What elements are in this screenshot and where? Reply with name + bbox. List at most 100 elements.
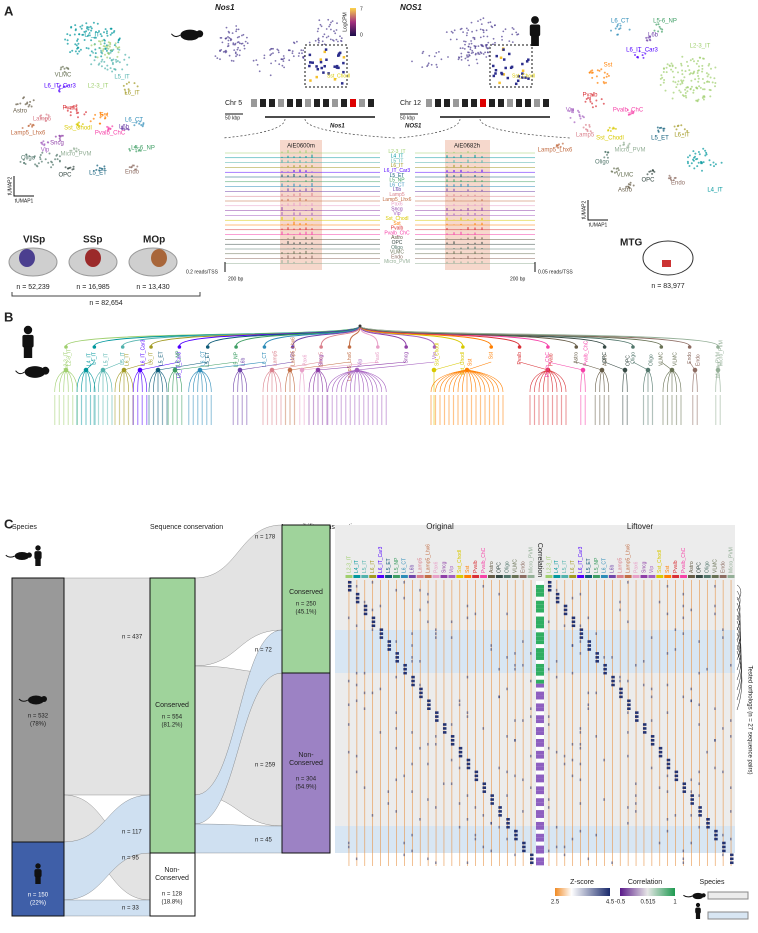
umap-point bbox=[339, 35, 341, 38]
heat-cell bbox=[363, 707, 366, 710]
heat-cell bbox=[403, 841, 405, 845]
mouse-icon bbox=[171, 33, 181, 38]
correlation-cell bbox=[536, 766, 544, 771]
tree-node bbox=[120, 345, 125, 349]
umap-point bbox=[613, 167, 615, 170]
umap-point bbox=[89, 120, 92, 123]
inset-cell bbox=[527, 58, 530, 61]
umap-point bbox=[58, 90, 61, 93]
umap-point bbox=[714, 66, 717, 69]
correlation-cell bbox=[536, 719, 544, 724]
heat-cell bbox=[555, 675, 558, 679]
umap-point bbox=[87, 28, 90, 31]
umap-point bbox=[473, 38, 476, 41]
umap-point bbox=[136, 165, 139, 168]
heatmap-column-label: L6b bbox=[610, 564, 616, 573]
umap-point bbox=[112, 58, 115, 61]
mouse-subclass: L2-3_IT bbox=[66, 349, 72, 366]
correlation-cell bbox=[536, 723, 544, 728]
flow-n: n = 259 bbox=[255, 763, 276, 769]
correlation-cell bbox=[536, 683, 544, 688]
umap-point bbox=[684, 70, 687, 73]
umap-point bbox=[657, 30, 660, 33]
heat-cell bbox=[682, 632, 685, 635]
umap-point bbox=[482, 35, 485, 38]
umap-point bbox=[591, 102, 594, 105]
heat-cell bbox=[514, 652, 516, 655]
heat-cell bbox=[579, 829, 582, 833]
track-label: Endo bbox=[391, 254, 403, 260]
heat-cell bbox=[498, 814, 502, 817]
umap-point bbox=[582, 116, 585, 119]
umap-point bbox=[98, 30, 100, 33]
cluster-label: L6_IT_Car3 bbox=[626, 48, 658, 54]
heat-cell bbox=[498, 806, 502, 809]
heat-cell bbox=[666, 584, 669, 588]
correlation-cell bbox=[536, 821, 544, 826]
sankey-n: (54.9%) bbox=[295, 785, 316, 791]
correlation-cell bbox=[536, 782, 544, 787]
heat-cell bbox=[547, 798, 550, 801]
umap-point bbox=[427, 62, 430, 65]
heat-cell bbox=[490, 821, 492, 825]
umap-point bbox=[585, 128, 587, 131]
heat-cell bbox=[466, 675, 469, 679]
heat-cell bbox=[627, 806, 629, 809]
umap-point bbox=[108, 45, 111, 48]
umap-point bbox=[45, 113, 48, 116]
umap-point bbox=[684, 88, 687, 91]
heat-cell bbox=[730, 861, 734, 865]
heat-cell bbox=[490, 648, 492, 651]
heat-cell bbox=[722, 833, 724, 837]
umap-point bbox=[697, 75, 700, 77]
tree-leaf bbox=[153, 369, 159, 393]
chromosome-band bbox=[507, 99, 513, 107]
correlation-cell bbox=[536, 596, 544, 601]
umap-point bbox=[29, 100, 32, 103]
heatmap-header: Liftover bbox=[627, 522, 654, 531]
umap-point bbox=[642, 56, 645, 59]
tree-node bbox=[149, 345, 153, 349]
correlation-cell bbox=[536, 581, 544, 585]
correlation-cell bbox=[536, 687, 544, 692]
tree-link bbox=[547, 361, 584, 371]
correlation-cell bbox=[536, 604, 544, 609]
heat-cell bbox=[522, 841, 526, 845]
tree-link bbox=[519, 361, 549, 371]
umap-point bbox=[269, 49, 271, 51]
inset-cell bbox=[333, 65, 336, 68]
heat-cell bbox=[706, 821, 708, 825]
heat-cell bbox=[650, 742, 655, 746]
umap-point bbox=[687, 65, 689, 67]
umap-point bbox=[90, 27, 93, 30]
umap-point bbox=[468, 43, 471, 45]
tree-leaf bbox=[466, 369, 477, 393]
mouse-icon bbox=[24, 366, 46, 378]
umap-point bbox=[221, 41, 224, 44]
correlation-cell bbox=[536, 798, 544, 803]
heatmap-column-label: Lamp5_Lhx6 bbox=[625, 544, 631, 573]
tree-leaf bbox=[239, 369, 243, 393]
umap-point bbox=[34, 163, 37, 166]
bracket bbox=[11, 292, 201, 297]
umap-point bbox=[636, 55, 639, 58]
heatmap-column-label: Endo bbox=[720, 561, 726, 573]
umap-point bbox=[445, 31, 448, 33]
panel-letter: A bbox=[4, 3, 14, 18]
heatmap-column-label: L5_NP bbox=[394, 557, 400, 573]
sankey-n: (45.1%) bbox=[295, 610, 316, 616]
track-label: Astro bbox=[391, 235, 403, 241]
tree-leaf bbox=[647, 369, 653, 393]
umap-point bbox=[100, 49, 103, 52]
heat-cell bbox=[506, 735, 508, 738]
heat-cell bbox=[498, 766, 500, 770]
heat-cell bbox=[506, 821, 510, 825]
heat-cell bbox=[403, 667, 407, 671]
inset-cell bbox=[335, 66, 339, 69]
tree-node bbox=[546, 345, 550, 349]
umap-point bbox=[699, 86, 702, 89]
umap-point bbox=[101, 39, 104, 42]
tree-leaf bbox=[538, 369, 549, 393]
umap-point bbox=[585, 98, 588, 100]
inset-cell bbox=[517, 75, 521, 78]
